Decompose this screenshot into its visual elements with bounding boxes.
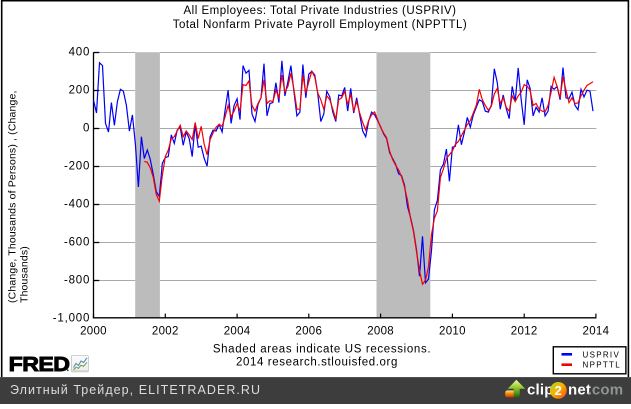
- svg-text:2000: 2000: [80, 326, 107, 338]
- svg-text:FRED: FRED: [9, 353, 70, 376]
- svg-text:2012: 2012: [511, 326, 538, 338]
- svg-text:net: net: [568, 382, 591, 399]
- svg-text:2004: 2004: [224, 326, 251, 338]
- svg-text:.com: .com: [588, 382, 624, 399]
- svg-text:2014: 2014: [583, 326, 610, 338]
- svg-text:(Change, Thousands of Persons): (Change, Thousands of Persons) , (Change…: [7, 90, 19, 303]
- svg-text:2: 2: [555, 383, 562, 398]
- svg-text:clip: clip: [527, 382, 554, 399]
- svg-text:0: 0: [83, 123, 90, 135]
- svg-text:400: 400: [69, 47, 91, 59]
- svg-text:-600: -600: [64, 236, 90, 248]
- svg-text:-800: -800: [64, 274, 90, 286]
- svg-text:All Employees: Total Private I: All Employees: Total Private Industries …: [183, 5, 456, 17]
- svg-text:2002: 2002: [152, 326, 179, 338]
- svg-text:Thousands): Thousands): [19, 246, 31, 303]
- svg-text:-200: -200: [64, 161, 90, 173]
- svg-text:Shaded areas indicate US reces: Shaded areas indicate US recessions.: [213, 343, 431, 355]
- svg-text:Элитный Трейдер, ELITETRADER.R: Элитный Трейдер, ELITETRADER.RU: [10, 383, 261, 397]
- svg-text:200: 200: [69, 85, 91, 97]
- svg-text:2006: 2006: [295, 326, 322, 338]
- svg-text:2014 research.stlouisfed.org: 2014 research.stlouisfed.org: [236, 356, 398, 368]
- svg-text:-400: -400: [64, 199, 90, 211]
- svg-text:Total Nonfarm Private Payroll: Total Nonfarm Private Payroll Employment…: [173, 19, 468, 31]
- svg-text:NPPTTL: NPPTTL: [583, 361, 621, 370]
- svg-text:2010: 2010: [439, 326, 466, 338]
- svg-text:USPRIV: USPRIV: [583, 350, 621, 359]
- svg-text:2008: 2008: [367, 326, 394, 338]
- svg-text:-1,000: -1,000: [53, 312, 90, 324]
